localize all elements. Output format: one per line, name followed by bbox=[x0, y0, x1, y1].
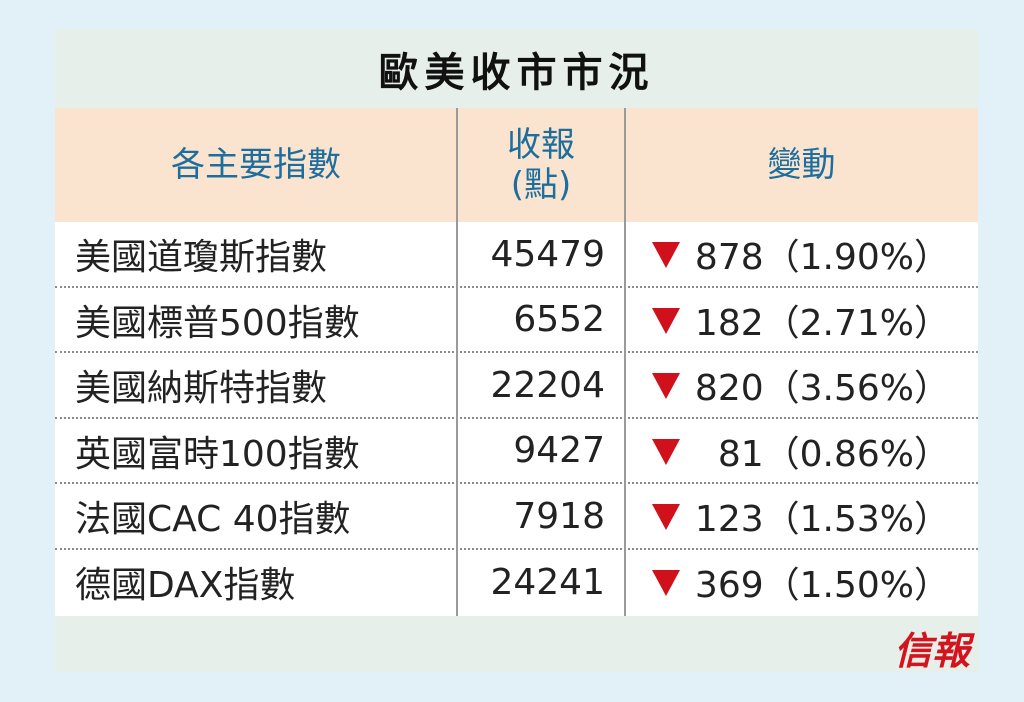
triangle bbox=[652, 570, 680, 596]
down-arrow bbox=[652, 242, 680, 268]
table-row: 美國標普500指數 6552 182（2.71%） bbox=[55, 288, 978, 354]
index-name: 英國富時100指數 bbox=[75, 433, 360, 475]
header-cell: 收報 (點) bbox=[507, 125, 575, 205]
table-row: 美國納斯特指數 22204 820（3.56%） bbox=[55, 353, 978, 419]
column-divider bbox=[624, 108, 626, 616]
triangle bbox=[652, 242, 680, 268]
close-value: 45479 bbox=[490, 233, 605, 275]
triangle bbox=[652, 504, 680, 531]
close-value: 7918 bbox=[513, 495, 605, 537]
down-arrow bbox=[652, 438, 680, 465]
table-row: 德國DAX指數 24241 369（1.50%） bbox=[55, 550, 978, 616]
column-divider bbox=[456, 108, 458, 616]
down-arrow bbox=[652, 373, 680, 400]
table-body: 美國道瓊斯指數 45479 878（1.90%） 美國標普500指數 6552 182（2… bbox=[55, 222, 978, 616]
table-row: 英國富時100指數 9427 81（0.86%） bbox=[55, 419, 978, 485]
table-row: 法國CAC 40指數 7918 123（1.53%） bbox=[55, 484, 978, 550]
panel: 歐美收市市況 各主要指數 收報 (點) 變動 美國道瓊斯指數 45479 878（1… bbox=[55, 30, 978, 673]
footer: 信報 bbox=[55, 616, 978, 673]
change-value: 182（2.71%） bbox=[694, 302, 950, 344]
header-cell: 各主要指數 bbox=[171, 145, 341, 185]
title: 歐美收市市況 bbox=[55, 30, 978, 108]
logo: 信報 bbox=[893, 628, 970, 673]
index-name: 美國納斯特指數 bbox=[75, 368, 328, 410]
header-cell: 變動 bbox=[767, 145, 836, 185]
index-name: 美國道瓊斯指數 bbox=[75, 237, 328, 278]
close-value: 9427 bbox=[513, 430, 605, 472]
close-value: 22204 bbox=[490, 364, 605, 406]
index-name: 法國CAC 40指數 bbox=[75, 499, 351, 541]
index-name: 美國標普500指數 bbox=[75, 302, 360, 344]
close-value: 6552 bbox=[513, 299, 605, 341]
down-arrow bbox=[652, 570, 680, 596]
triangle bbox=[652, 438, 680, 465]
change-value: 123（1.53%） bbox=[694, 499, 950, 541]
index-name: 德國DAX指數 bbox=[75, 565, 296, 606]
close-value: 24241 bbox=[490, 561, 605, 603]
down-arrow bbox=[652, 504, 680, 531]
change-value: 820（3.56%） bbox=[694, 368, 950, 410]
change-value: 81（0.86%） bbox=[717, 433, 950, 475]
triangle bbox=[652, 373, 680, 400]
down-arrow bbox=[652, 307, 680, 334]
triangle bbox=[652, 307, 680, 334]
change-value: 878（1.90%） bbox=[694, 237, 950, 278]
table-row: 美國道瓊斯指數 45479 878（1.90%） bbox=[55, 222, 978, 288]
change-value: 369（1.50%） bbox=[694, 565, 950, 606]
header-row: 各主要指數 收報 (點) 變動 bbox=[55, 108, 978, 222]
